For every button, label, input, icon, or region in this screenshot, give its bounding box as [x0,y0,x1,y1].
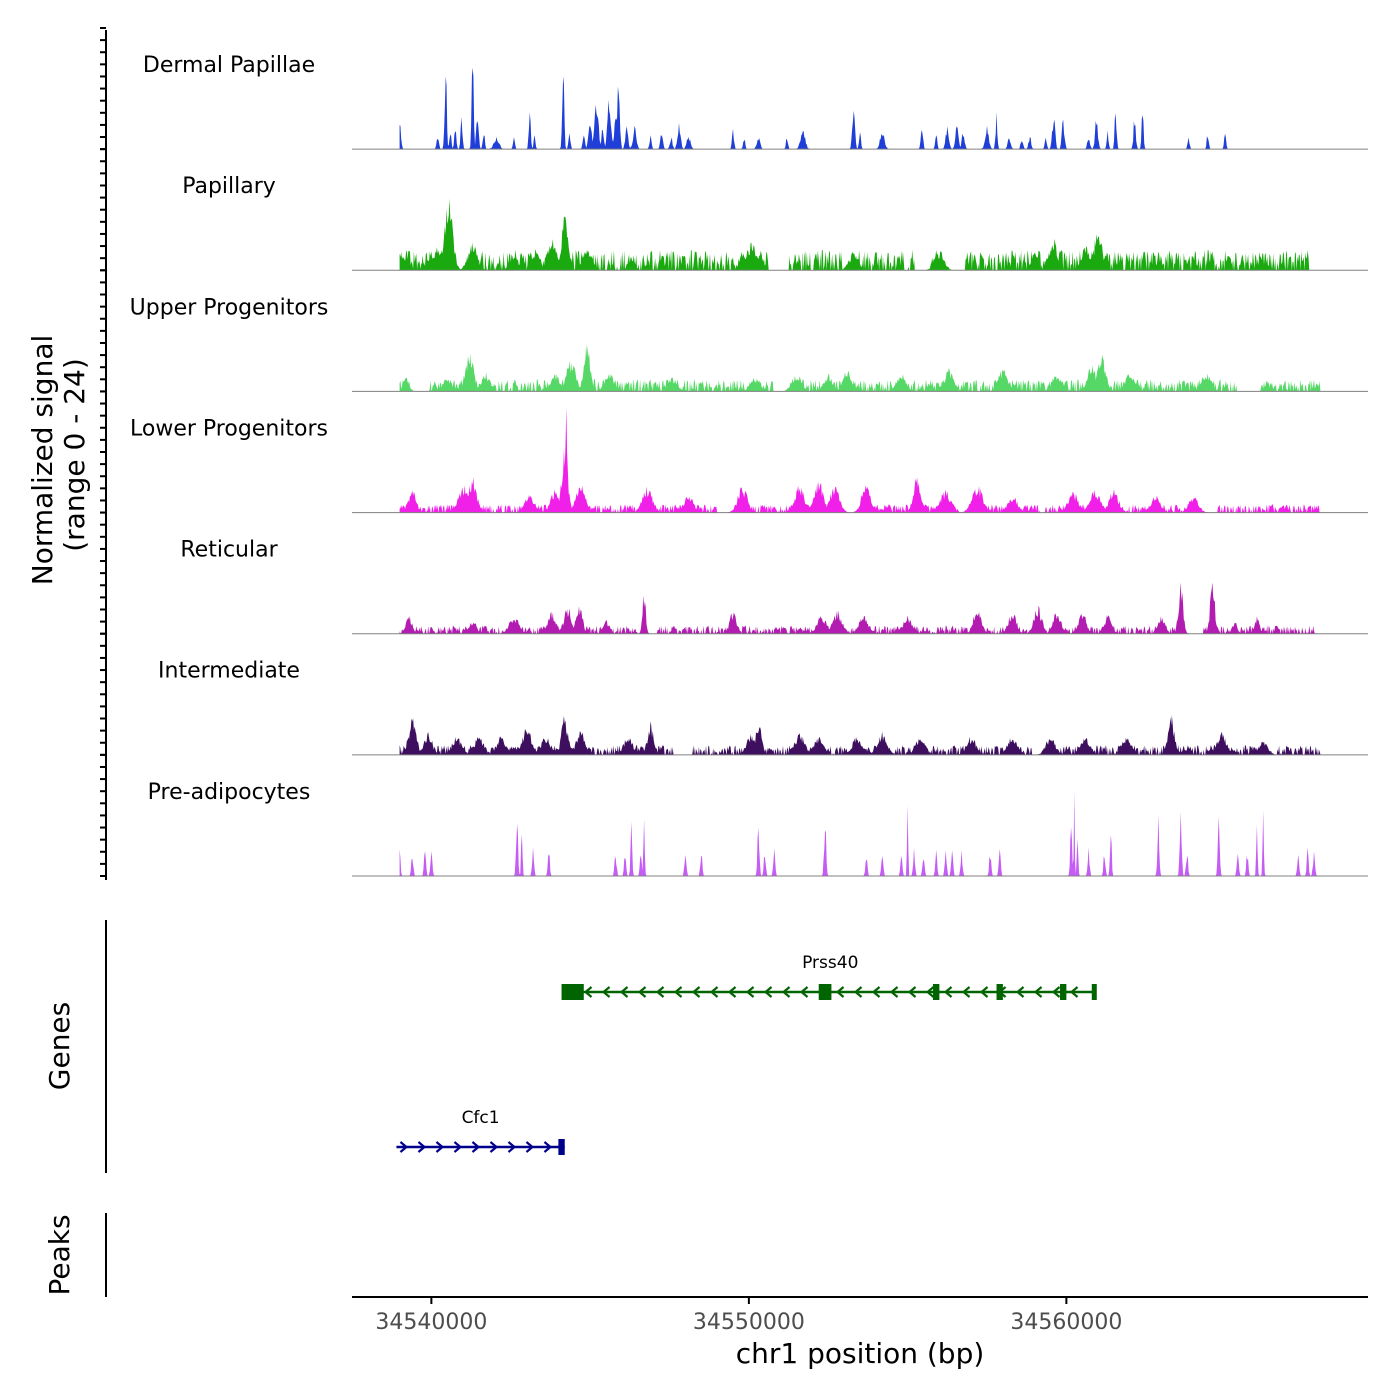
x-ticks: 34540000 34550000 34560000 [375,1297,1122,1335]
strand-chevron [583,986,593,998]
x-tick-label: 34560000 [1010,1310,1122,1335]
peaks-panel-label: Peaks [43,1214,76,1295]
strand-chevron [489,1141,499,1153]
x-axis: 34540000 34550000 34560000 chr1 position (… [352,1296,1368,1370]
track-pre-adipocytes: Pre-adipocytes [148,780,1368,877]
x-tick-label: 34540000 [375,1310,487,1335]
strand-chevron [925,986,935,998]
strand-chevron [1015,986,1025,998]
strand-chevron [907,986,917,998]
track-label: Upper Progenitors [130,295,329,320]
strand-chevron [435,1141,445,1153]
strand-chevron [1069,986,1079,998]
y-axis-title: Normalized signal (range 0 - 24) [26,335,91,586]
y-axis-title-line2: (range 0 - 24) [58,358,91,552]
signal-area [399,791,1321,876]
strand-chevron [1033,986,1043,998]
strand-chevron [619,986,629,998]
signal-tracks: Dermal Papillae Papillary Upper Progenitor… [130,53,1368,877]
signal-area [399,344,1321,392]
gene-exon [1091,984,1097,1000]
strand-chevron [525,1141,535,1153]
track-lower-progenitors: Lower Progenitors [130,406,1368,514]
track-label: Reticular [180,538,278,563]
gene-exon [818,984,832,1000]
gene-exon [996,984,1003,1000]
genes-panel: Genes Prss40 Cfc1 [43,920,1097,1173]
strand-chevron [781,986,791,998]
strand-chevron [763,986,773,998]
gene-label: Cfc1 [462,1108,500,1128]
x-axis-title: chr1 position (bp) [736,1337,985,1370]
strand-chevron [673,986,683,998]
strand-chevron [543,1141,553,1153]
strand-chevron [691,986,701,998]
track-label: Papillary [182,174,276,199]
strand-chevron [871,986,881,998]
strand-chevron [835,986,845,998]
genes-panel-label: Genes [43,1002,76,1090]
strand-chevron [979,986,989,998]
gene-exon [561,984,584,1000]
gene-exon [1060,984,1067,1000]
strand-chevron [453,1141,463,1153]
strand-chevron [853,986,863,998]
track-intermediate: Intermediate [158,659,1368,756]
strand-chevron [471,1141,481,1153]
gene-label: Prss40 [802,953,858,973]
strand-chevron [745,986,755,998]
strand-chevron [727,986,737,998]
strand-chevron [709,986,719,998]
track-papillary: Papillary [182,174,1368,271]
strand-chevron [655,986,665,998]
gene-cfc1: Cfc1 [396,1108,565,1155]
strand-chevron [507,1141,517,1153]
strand-chevron [601,986,611,998]
signal-area [399,715,1321,755]
signal-area [399,406,1321,513]
track-label: Intermediate [158,659,300,684]
strand-chevron [961,986,971,998]
strand-chevron [637,986,647,998]
track-label: Lower Progenitors [130,416,328,441]
signal-area [399,582,1321,634]
signal-area [399,67,1321,150]
gene-prss40: Prss40 [561,953,1097,1000]
gene-exon [933,984,940,1000]
strand-chevron [399,1141,409,1153]
gene-exon [558,1139,565,1155]
signal-area [399,198,1321,271]
x-tick-label: 34550000 [693,1310,805,1335]
strand-chevron [943,986,953,998]
track-label: Pre-adipocytes [148,780,311,805]
strand-chevron [889,986,899,998]
strand-chevron [1051,986,1061,998]
track-label: Dermal Papillae [143,53,315,78]
strand-chevron [417,1141,427,1153]
track-dermal-papillae: Dermal Papillae [143,53,1368,150]
track-y-axis [100,27,107,880]
y-axis-title-line1: Normalized signal [26,335,59,586]
peaks-panel: Peaks [43,1213,107,1297]
strand-chevron [799,986,809,998]
track-upper-progenitors: Upper Progenitors [130,295,1368,392]
track-reticular: Reticular [180,538,1368,635]
